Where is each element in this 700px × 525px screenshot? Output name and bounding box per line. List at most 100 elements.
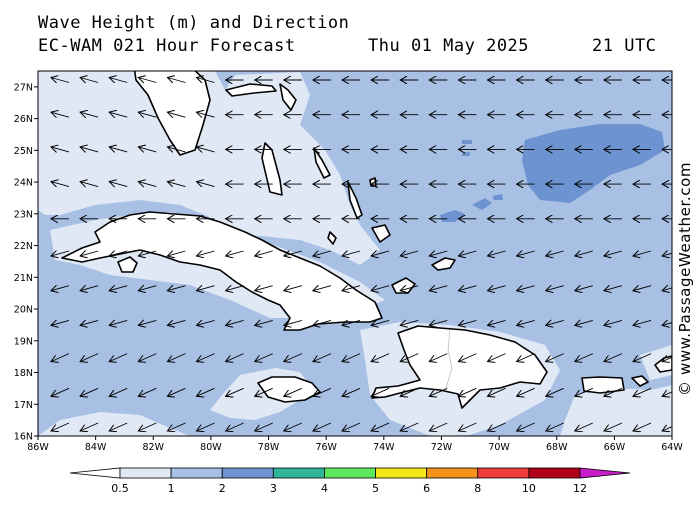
wave-arrow xyxy=(138,78,157,83)
wave-arrow xyxy=(109,147,128,152)
wave-arrow xyxy=(633,251,652,256)
wave-arrow xyxy=(662,286,672,291)
wave-arrow xyxy=(80,78,99,83)
wave-arrow xyxy=(197,353,215,362)
wave-arrow xyxy=(429,422,448,431)
wave-arrow xyxy=(255,251,273,256)
colorbar-segment xyxy=(477,467,530,479)
colorbar-label: 3 xyxy=(270,482,277,495)
acklins xyxy=(371,224,391,243)
wave-arrow xyxy=(342,353,361,362)
wave-arrow xyxy=(167,286,186,291)
wave-arrow xyxy=(138,182,157,187)
lat-tick-label: 24N xyxy=(14,178,33,189)
wave-arrow xyxy=(109,112,128,117)
lon-tick-label: 86W xyxy=(27,442,49,453)
wave-arrow xyxy=(371,251,390,256)
colorbar-label: 2 xyxy=(219,482,226,495)
wave-arrow xyxy=(226,422,244,431)
wave-arrow xyxy=(109,251,128,256)
wave-arrow xyxy=(51,251,70,256)
wave-arrow xyxy=(604,353,623,362)
lat-tick-label: 18N xyxy=(14,368,33,379)
wave-arrow xyxy=(226,387,244,396)
wave-arrow xyxy=(604,422,623,431)
lon-tick-label: 84W xyxy=(85,442,107,453)
wave-arrow xyxy=(167,78,186,83)
wave-arrow xyxy=(197,78,215,83)
wave-arrow xyxy=(197,320,215,325)
colorbar-segment xyxy=(119,467,172,479)
wave-height-colorbar: 0.5 1 2 3 4 5 6 8 10 12 xyxy=(69,467,631,495)
vieques-islands xyxy=(631,375,649,387)
wave-arrow xyxy=(662,354,672,362)
lat-tick-label: 16N xyxy=(14,432,33,443)
colorbar-segment xyxy=(221,467,274,479)
wave-arrow xyxy=(662,423,672,431)
colorbar-segment xyxy=(324,467,376,479)
wave-arrow xyxy=(400,353,419,362)
wave-arrow xyxy=(429,286,448,291)
wave-arrow xyxy=(51,182,70,187)
wave-arrow xyxy=(371,320,390,325)
wave-arrow xyxy=(458,387,477,396)
wave-arrow xyxy=(575,286,593,291)
wave-arrow xyxy=(633,320,652,325)
wave-arrow xyxy=(167,251,186,256)
hispaniola xyxy=(371,325,548,409)
lon-tick-label: 76W xyxy=(315,442,337,453)
wave-arrow xyxy=(51,78,70,83)
wave-arrow xyxy=(429,251,448,256)
lat-tick-label: 20N xyxy=(14,305,33,316)
wave-arrow xyxy=(109,353,128,362)
wave-arrow xyxy=(51,286,70,291)
wave-arrow xyxy=(51,353,70,362)
colorbar-high-end xyxy=(579,467,631,479)
wave-arrow xyxy=(138,286,157,291)
colorbar-segment xyxy=(170,467,223,479)
wave-arrow xyxy=(662,320,672,325)
wave-arrow xyxy=(197,422,215,431)
colorbar-label: 8 xyxy=(474,482,481,495)
colorbar-segment xyxy=(375,467,428,479)
abaco xyxy=(279,83,297,111)
wave-arrow xyxy=(342,251,361,256)
grand-bahama xyxy=(225,83,277,97)
wave-arrow xyxy=(517,387,535,396)
wave-arrow xyxy=(517,251,535,256)
wave-arrow xyxy=(458,353,477,362)
wave-arrow xyxy=(458,286,477,291)
lat-tick-label: 19N xyxy=(14,336,33,347)
wave-arrow xyxy=(109,286,128,291)
wave-arrow xyxy=(197,286,215,291)
andros-island xyxy=(261,142,283,196)
wave-arrow xyxy=(51,387,70,396)
colorbar-low-end xyxy=(69,467,121,479)
wave-arrow xyxy=(138,320,157,325)
wave-arrow xyxy=(284,286,302,291)
wave-arrow xyxy=(604,251,623,256)
wave-arrow xyxy=(633,387,652,396)
wave-arrow xyxy=(604,320,623,325)
ragged-island xyxy=(327,231,337,245)
wave-arrow xyxy=(197,182,215,187)
lat-tick-label: 27N xyxy=(14,82,33,93)
credit-text: © www.PassageWeather.com xyxy=(676,161,694,396)
wave-arrow xyxy=(400,320,419,325)
lat-tick-label: 23N xyxy=(14,209,33,220)
colorbar-segment xyxy=(426,467,479,479)
wave-arrow xyxy=(226,251,244,256)
wave-arrow xyxy=(575,387,593,396)
wave-arrow xyxy=(575,251,593,256)
lon-tick-label: 74W xyxy=(373,442,395,453)
lat-tick-label: 21N xyxy=(14,273,33,284)
wave-arrow xyxy=(284,387,302,396)
wave-arrow xyxy=(517,422,535,431)
wave-arrow xyxy=(633,422,652,431)
wave-arrow xyxy=(575,320,593,325)
wave-arrow xyxy=(167,147,186,152)
wave-arrow xyxy=(604,387,623,396)
haiti-dr-border xyxy=(445,329,453,389)
wave-arrow xyxy=(575,422,593,431)
lon-tick-label: 82W xyxy=(143,442,165,453)
